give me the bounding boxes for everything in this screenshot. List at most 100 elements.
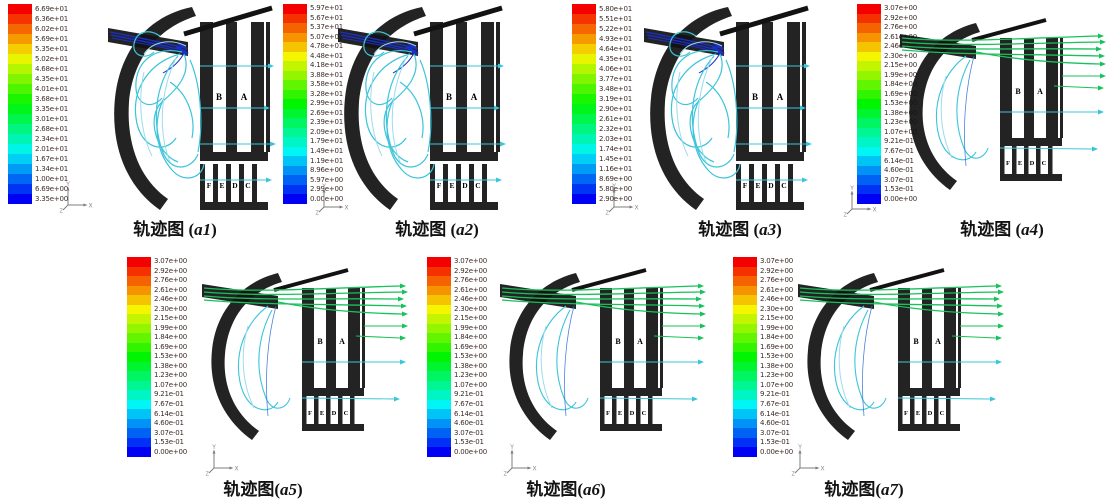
axis-triad: Y X Z: [502, 444, 538, 478]
colorbar-band: [857, 99, 881, 109]
colorbar-band: [283, 13, 307, 24]
axis-lines: [318, 192, 340, 213]
colorbar-band: [857, 13, 881, 24]
axis-label-z: Z: [206, 472, 210, 477]
colorbar-band: [427, 314, 451, 324]
colorbar-band: [283, 146, 307, 157]
colorbar-tick-label: 1.07e+00: [884, 127, 918, 136]
sieve-columns: [1000, 38, 1063, 181]
colorbar-row: 3.77e+01: [572, 74, 632, 84]
colorbar-band: [857, 4, 881, 14]
colorbar-band: [283, 4, 307, 14]
colorbar-row: 2.01e+01: [8, 144, 68, 154]
colorbar-row: 3.48e+01: [572, 84, 632, 94]
colorbar-band: [572, 114, 596, 124]
colorbar-tick-label: 6.14e-01: [760, 409, 790, 418]
brace-bar: [413, 5, 503, 37]
exit-arrows: [800, 63, 812, 183]
colorbar-band: [427, 333, 451, 343]
colorbar-row: 6.14e-01: [127, 409, 187, 419]
colorbar-tick-label: 2.46e+00: [760, 295, 794, 304]
colorbar-row: 1.53e+00: [857, 99, 917, 109]
axis-triad: Y X Z: [842, 185, 878, 219]
colorbar-tick-label: 7.67e-01: [154, 399, 184, 408]
colorbar-row: 3.88e+01: [283, 70, 343, 81]
panel-caption: 轨迹图(a7): [824, 475, 903, 500]
colorbar-band: [857, 137, 881, 147]
colorbar-band: [127, 285, 151, 296]
colorbar-row: 4.18e+01: [283, 61, 343, 71]
colorbar-tick-label: 6.36e+01: [35, 14, 69, 23]
colorbar-band: [8, 14, 32, 24]
axis-label-y: Y: [797, 444, 802, 451]
colorbar-tick-label: 0.00e+00: [454, 447, 488, 456]
colorbar-row: 6.69e+01: [8, 4, 68, 14]
colorbar-band: [572, 84, 596, 94]
axis-triad-icon: Y X Z: [792, 444, 825, 478]
streamlines-cyan: [833, 305, 996, 411]
streamline-blue: [266, 305, 277, 417]
colorbar-band: [572, 134, 596, 144]
mesh-label-a: A: [935, 337, 941, 346]
colorbar-row: 1.53e+00: [427, 352, 487, 362]
colorbar-row: 2.76e+00: [857, 23, 917, 33]
colorbar-row: 1.84e+00: [427, 333, 487, 343]
colorbar-band: [857, 165, 881, 176]
colorbar-row: 2.92e+00: [427, 266, 487, 277]
colorbar-band: [572, 184, 596, 194]
colorbar-row: 2.99e+01: [283, 99, 343, 109]
colorbar-tick-label: 4.48e+01: [310, 51, 344, 60]
colorbar-row: 9.21e-01: [427, 390, 487, 400]
colorbar-legend: 5.97e+01 5.67e+01 5.37e+01 5.07e+01 4.78e+01…: [283, 4, 343, 204]
colorbar-tick-label: 1.84e+00: [760, 333, 794, 342]
colorbar-row: 6.36e+01: [8, 14, 68, 24]
colorbar-tick-label: 6.14e-01: [884, 156, 914, 165]
colorbar-row: 2.15e+00: [427, 314, 487, 324]
colorbar-band: [572, 74, 596, 84]
colorbar-tick-label: 2.03e+01: [599, 134, 633, 143]
colorbar-band: [572, 4, 596, 14]
axis-label-z: Z: [606, 211, 610, 216]
colorbar-tick-label: 1.23e+00: [454, 371, 488, 380]
streamline-blue: [564, 305, 575, 417]
colorbar-tick-label: 6.69e+00: [35, 184, 69, 193]
colorbar-tick-label: 2.92e+00: [154, 266, 188, 275]
colorbar-band: [733, 361, 757, 372]
shell-mesh: [211, 273, 282, 440]
colorbar-row: 2.61e+00: [857, 32, 917, 43]
axis-triad: Y X Z: [204, 444, 240, 478]
axis-lines: [506, 453, 528, 474]
colorbar-tick-label: 2.90e+01: [599, 104, 633, 113]
streamline-lightblue: [242, 325, 255, 409]
mesh-label-f: F: [437, 181, 442, 190]
colorbar-row: 3.58e+01: [283, 80, 343, 90]
colorbar-row: 3.01e+01: [8, 114, 68, 124]
colorbar-band: [572, 44, 596, 54]
colorbar-band: [283, 61, 307, 71]
colorbar-tick-label: 3.58e+01: [310, 80, 344, 89]
colorbar-band: [427, 361, 451, 372]
colorbar-band: [572, 124, 596, 134]
colorbar-band: [733, 418, 757, 429]
colorbar-tick-label: 4.06e+01: [599, 64, 633, 73]
colorbar-band: [857, 32, 881, 43]
colorbar-row: 4.06e+01: [572, 64, 632, 74]
geometry-mesh: [108, 5, 273, 210]
colorbar-band: [733, 285, 757, 296]
brace-bar: [869, 268, 945, 292]
inlet-tube: [202, 284, 278, 309]
colorbar-row: 5.80e+01: [572, 4, 632, 14]
brace-bar: [571, 268, 647, 292]
colorbar-tick-label: 3.07e-01: [454, 428, 484, 437]
colorbar-band: [733, 333, 757, 343]
colorbar-row: 1.23e+00: [127, 371, 187, 381]
colorbar-band: [733, 257, 757, 267]
geometry-mesh: [644, 5, 809, 210]
colorbar-row: 1.45e+01: [572, 154, 632, 164]
caption-suffix: ): [1038, 220, 1044, 239]
colorbar-tick-label: 2.15e+00: [154, 314, 188, 323]
colorbar-band: [857, 80, 881, 90]
axis-label-z: Z: [504, 472, 508, 477]
colorbar-row: 2.46e+00: [857, 42, 917, 52]
